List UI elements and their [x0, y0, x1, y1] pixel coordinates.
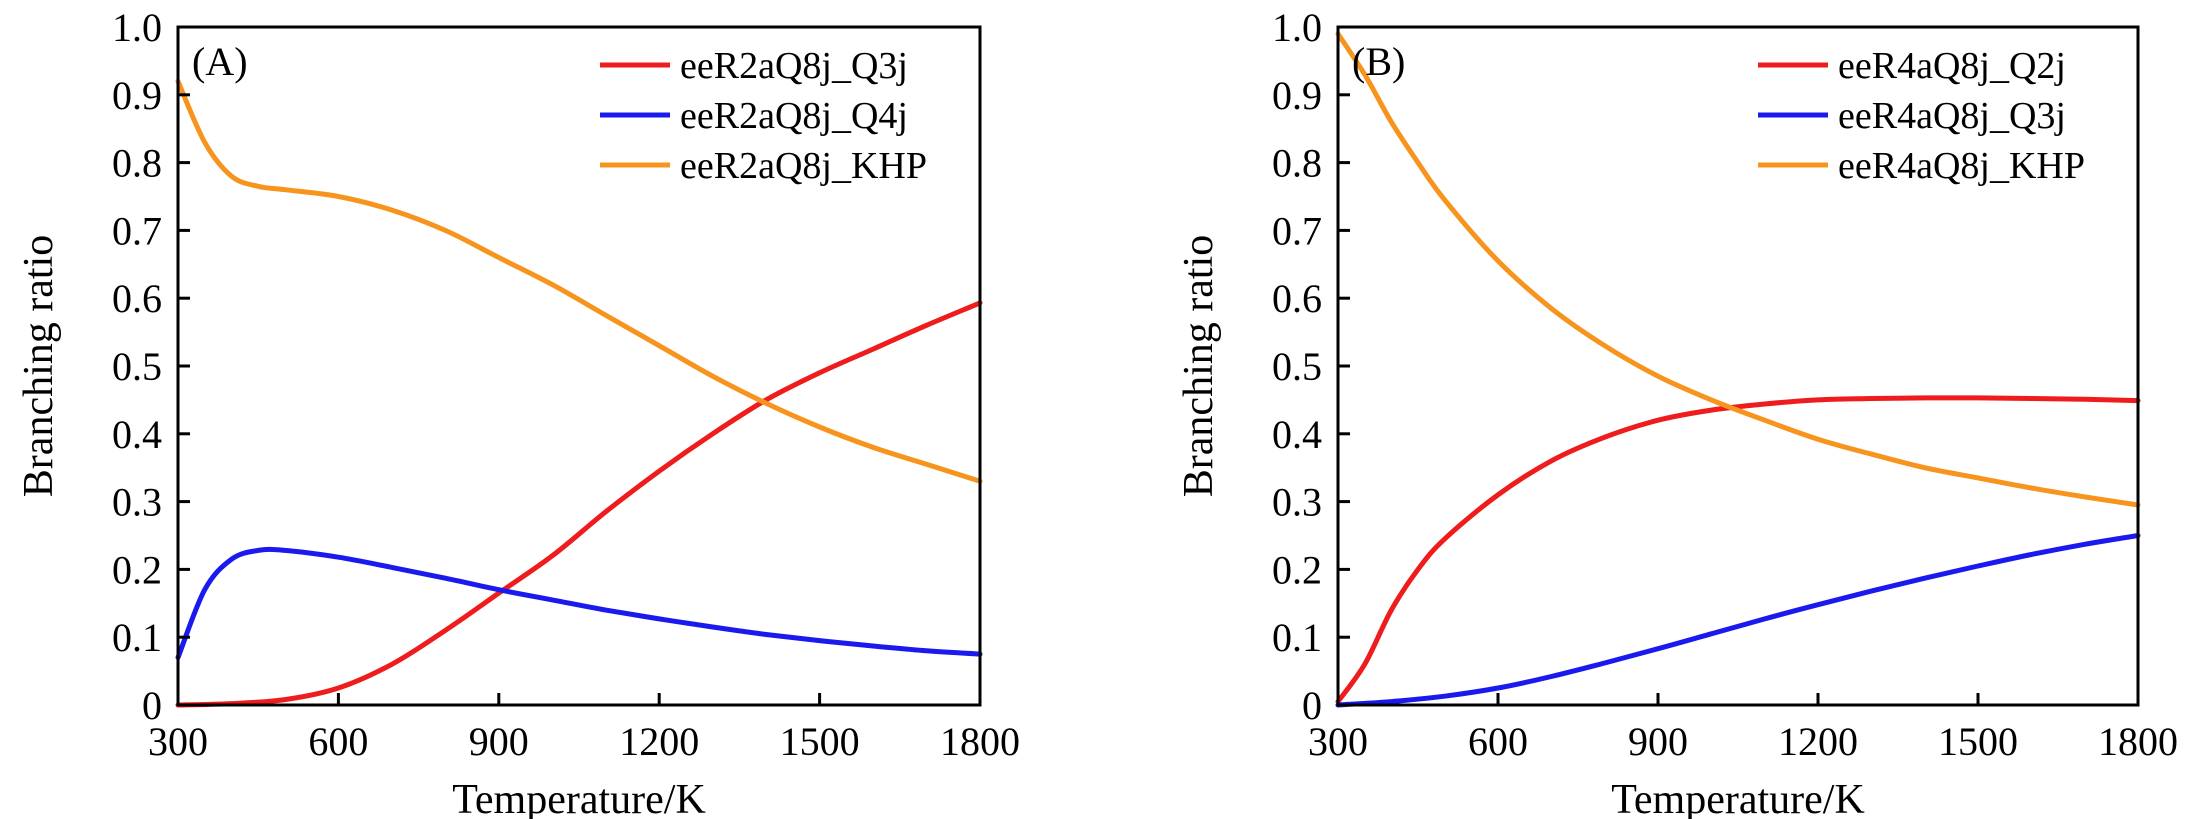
y-tick-label: 0.6	[112, 276, 162, 321]
y-tick-label: 0.8	[1272, 141, 1322, 186]
x-tick-label: 1800	[2098, 719, 2178, 764]
x-tick-label: 900	[1628, 719, 1688, 764]
series-layer	[1335, 31, 2141, 708]
y-tick-label: 0.1	[112, 615, 162, 660]
y-tick-label: 0.2	[112, 547, 162, 592]
y-tick-label: 0.2	[1272, 547, 1322, 592]
y-tick-label: 1.0	[1272, 5, 1322, 50]
legend-label: eeR2aQ8j_KHP	[680, 145, 927, 187]
x-tick-label: 1500	[1938, 719, 2018, 764]
x-tick-label: 300	[148, 719, 208, 764]
y-tick-label: 1.0	[112, 5, 162, 50]
y-tick-label: 0.4	[112, 412, 162, 457]
panel-label: (A)	[192, 39, 248, 84]
y-tick-label: 0.7	[112, 208, 162, 253]
x-tick-label: 600	[1468, 719, 1528, 764]
y-axis-title: Branching ratio	[1176, 235, 1222, 497]
y-tick-label: 0.6	[1272, 276, 1322, 321]
legend: eeR2aQ8j_Q3j eeR2aQ8j_Q4j eeR2aQ8j_KHP	[600, 45, 927, 187]
panel-a: 300 600 900 1200 1500 1800 0 0.1 0.2 0.3 0.4 0.5 0.6…	[16, 5, 1020, 819]
y-tick-label: 0.4	[1272, 412, 1322, 457]
x-tick-label: 1800	[940, 719, 1020, 764]
x-tick-label: 300	[1308, 719, 1368, 764]
x-tick-label: 1200	[1778, 719, 1858, 764]
legend: eeR4aQ8j_Q2j eeR4aQ8j_Q3j eeR4aQ8j_KHP	[1758, 45, 2085, 187]
series-line-eeR2aQ8j_KHP	[175, 78, 983, 484]
series-line-eeR4aQ8j_Q3j	[1335, 533, 2141, 708]
y-tick-label: 0	[1302, 683, 1322, 728]
x-tick-label: 1200	[619, 719, 699, 764]
legend-label: eeR2aQ8j_Q3j	[680, 45, 908, 87]
x-tick-label: 900	[469, 719, 529, 764]
series-line-eeR2aQ8j_Q4j	[175, 546, 983, 660]
y-axis-title: Branching ratio	[16, 235, 62, 497]
panel-b: 300 600 900 1200 1500 1800 0 0.1 0.2 0.3 0.4 0.5 0.6…	[1176, 5, 2178, 819]
y-tick-label: 0.3	[1272, 480, 1322, 525]
series-layer	[175, 78, 983, 708]
ticks-layer: 300 600 900 1200 1500 1800 0 0.1 0.2 0.3 0.4 0.5 0.6…	[1272, 5, 2178, 764]
legend-label: eeR2aQ8j_Q4j	[680, 95, 908, 137]
legend-label: eeR4aQ8j_KHP	[1838, 145, 2085, 187]
ticks-layer: 300 600 900 1200 1500 1800 0 0.1 0.2 0.3 0.4 0.5 0.6…	[112, 5, 1020, 764]
x-tick-label: 1500	[780, 719, 860, 764]
legend-label: eeR4aQ8j_Q3j	[1838, 95, 2066, 137]
x-axis-title: Temperature/K	[1611, 777, 1865, 819]
y-tick-label: 0.7	[1272, 208, 1322, 253]
series-line-eeR4aQ8j_KHP	[1335, 31, 2141, 508]
y-tick-label: 0.5	[112, 344, 162, 389]
panel-label: (B)	[1352, 39, 1405, 84]
y-tick-label: 0.3	[112, 480, 162, 525]
y-tick-label: 0.9	[112, 73, 162, 118]
y-tick-label: 0.8	[112, 141, 162, 186]
series-line-eeR2aQ8j_Q3j	[175, 300, 983, 708]
series-line-eeR4aQ8j_Q2j	[1335, 395, 2141, 705]
y-tick-label: 0.9	[1272, 73, 1322, 118]
y-tick-label: 0.1	[1272, 615, 1322, 660]
legend-label: eeR4aQ8j_Q2j	[1838, 45, 2066, 87]
x-tick-label: 600	[308, 719, 368, 764]
y-tick-label: 0	[142, 683, 162, 728]
y-tick-label: 0.5	[1272, 344, 1322, 389]
x-axis-title: Temperature/K	[452, 777, 706, 819]
